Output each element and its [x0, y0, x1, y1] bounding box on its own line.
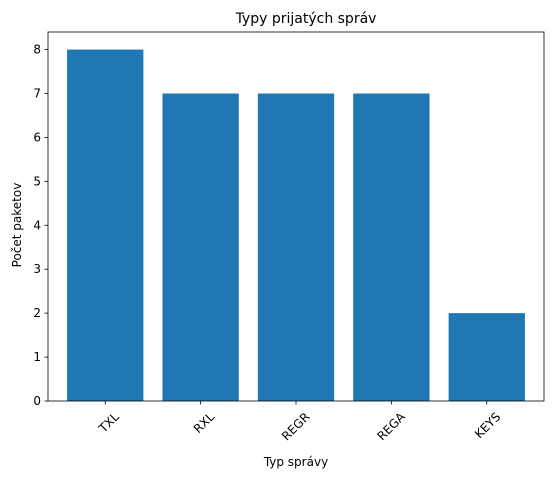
y-tick-label: 8: [33, 43, 41, 57]
y-tick-label: 0: [33, 394, 41, 408]
y-tick-label: 3: [33, 262, 41, 276]
y-tick-label: 4: [33, 218, 41, 232]
x-tick-label: REGA: [374, 409, 408, 443]
plot-frame: [47, 31, 545, 402]
bar-rxl: [162, 93, 239, 401]
bar-keys: [448, 313, 525, 401]
y-tick-label: 7: [33, 87, 41, 101]
y-tick-label: 6: [33, 130, 41, 144]
y-tick-label: 5: [33, 174, 41, 188]
x-tick-label: REGR: [279, 410, 313, 444]
bar-txl: [67, 49, 144, 401]
chart-title: Typy prijatých správ: [235, 11, 377, 27]
y-axis-ticks: 0 1 2 3 4 5 6 7 8: [33, 43, 48, 408]
x-axis-label: Typ správy: [263, 455, 328, 469]
bars-group: [67, 49, 525, 401]
bar-rega: [353, 93, 430, 401]
y-tick-label: 2: [33, 306, 41, 320]
x-tick-label: KEYS: [472, 410, 503, 441]
x-tick-label: TXL: [95, 409, 122, 436]
x-axis-ticks: TXL RXL REGR REGA KEYS: [95, 401, 503, 443]
y-axis-label: Počet paketov: [10, 183, 24, 268]
bar-regr: [257, 93, 335, 401]
y-tick-label: 1: [33, 350, 41, 364]
x-tick-label: RXL: [191, 409, 218, 436]
